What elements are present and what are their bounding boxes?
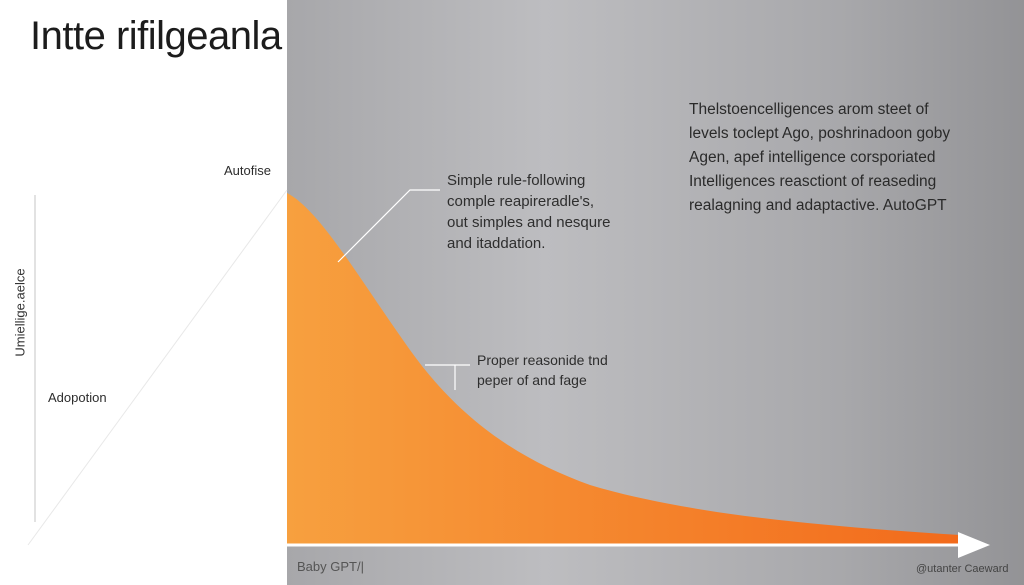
- decay-curve-area: [287, 193, 960, 545]
- top-right-annotation-line: Intelligences reasctiont of reaseding: [689, 173, 937, 190]
- middle-annotation-line: Proper reasonide tnd: [477, 352, 608, 368]
- peak-label: Autofise: [224, 163, 271, 178]
- middle-annotation-line: peper of and fage: [477, 372, 587, 388]
- credit-label: @utanter Caeward: [916, 563, 1009, 575]
- upper-annotation-line: out simples and nesqure: [447, 214, 611, 231]
- left-panel: [0, 0, 287, 585]
- page-title: Intte rifilgeanla: [30, 14, 282, 58]
- y-axis-label: Umiellige.aelce: [12, 268, 28, 357]
- middle-annotation: Proper reasonide tnd peper of and fage: [477, 350, 608, 390]
- top-right-annotation-line: levels toclept Ago, poshrinadoon goby: [689, 125, 951, 142]
- adoption-label: Adopotion: [48, 390, 107, 405]
- upper-annotation-line: Simple rule-following: [447, 172, 586, 189]
- upper-annotation-line: comple reapireradle's,: [447, 193, 595, 210]
- x-start-label: Baby GPT/|: [297, 559, 364, 574]
- upper-annotation-leader: [337, 189, 440, 263]
- upper-annotation: Simple rule-following comple reapireradl…: [447, 170, 610, 254]
- top-right-annotation: Thelstoencelligences arom steet of level…: [689, 98, 950, 218]
- top-right-annotation-line: Agen, apef intelligence corsporiated: [689, 149, 936, 166]
- rising-line: [27, 189, 288, 546]
- x-axis-arrow-icon: [958, 532, 990, 558]
- top-right-annotation-line: Thelstoencelligences arom steet of: [689, 101, 929, 118]
- top-right-annotation-line: realagning and adaptactive. AutoGPT: [689, 197, 947, 214]
- upper-annotation-line: and itaddation.: [447, 235, 546, 252]
